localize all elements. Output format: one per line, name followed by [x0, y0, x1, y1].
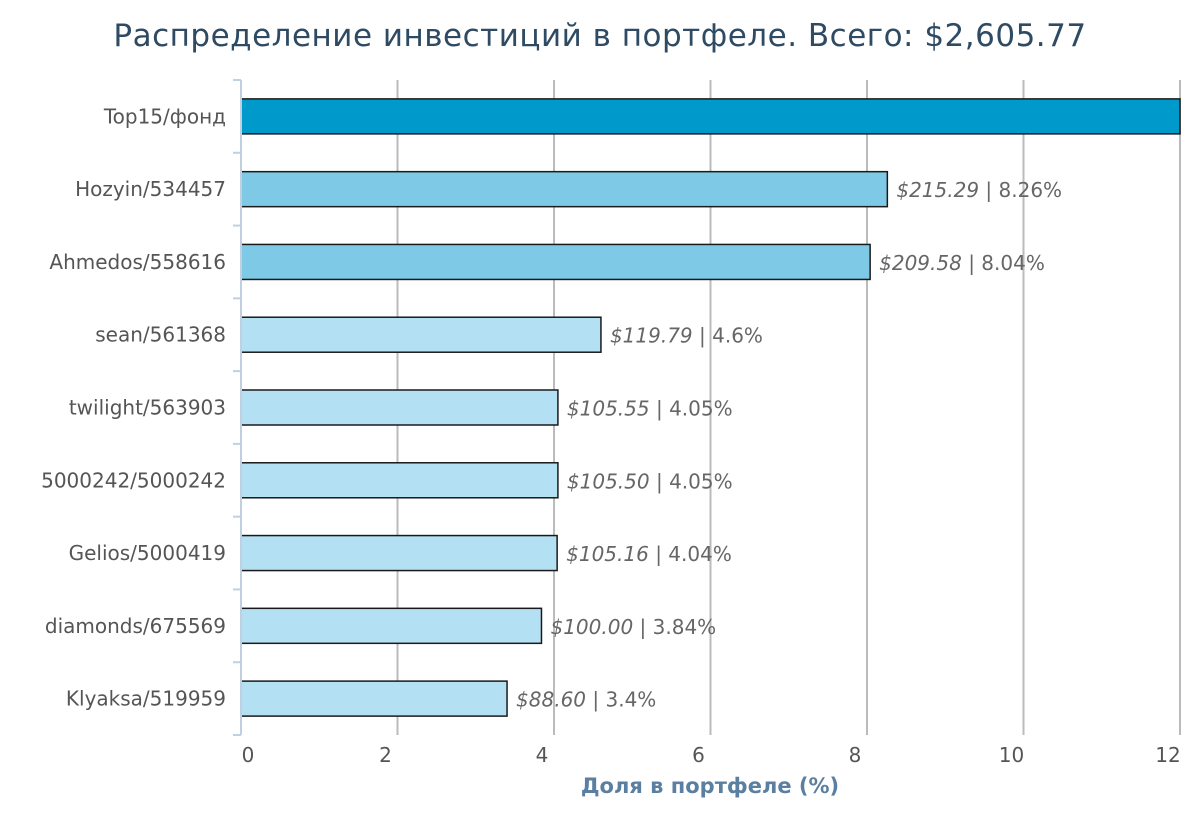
x-tick-label: 2: [379, 743, 392, 767]
bar: [240, 98, 1181, 135]
category-label: 5000242/5000242: [41, 468, 226, 492]
category-label: Gelios/5000419: [69, 541, 226, 565]
category-label: Klyaksa/519959: [66, 687, 226, 711]
bar-value-label: $105.16 | 4.04%: [566, 542, 732, 566]
x-axis-title: Доля в портфеле (%): [581, 774, 839, 798]
bar-value-label: $119.79 | 4.6%: [610, 324, 763, 348]
x-tick-label: 4: [536, 743, 549, 767]
category-label: Hozyin/534457: [75, 177, 226, 201]
bar-value-label: $105.55 | 4.05%: [567, 397, 733, 421]
x-tick-label: 8: [849, 743, 862, 767]
x-tick-label: 12: [1155, 743, 1180, 767]
axes: [233, 79, 242, 736]
bar-value-label: $88.60 | 3.4%: [516, 688, 656, 712]
bar-value-label: $100.00 | 3.84%: [550, 615, 716, 639]
bar: [240, 462, 559, 499]
bar: [240, 607, 543, 645]
bar: [240, 389, 559, 426]
bar-value-label: $105.50 | 4.05%: [567, 469, 733, 493]
bar: [240, 680, 508, 717]
labels: 0 2 4 6 8 10 12 Top15/фонд Hozyin/534457 $215.29 …: [41, 104, 1181, 767]
category-label: diamonds/675569: [45, 614, 226, 638]
bar-value-label: $209.58 | 8.04%: [879, 251, 1045, 275]
category-label: sean/561368: [95, 323, 226, 347]
bar-value-label: $215.29 | 8.26%: [896, 178, 1062, 202]
bar: [240, 243, 871, 281]
category-label: twilight/563903: [69, 396, 226, 420]
chart-title: Распределение инвестиций в портфеле. Все…: [113, 18, 1087, 54]
category-label: Ahmedos/558616: [49, 250, 226, 274]
bar: [240, 534, 558, 572]
bar: [240, 170, 889, 208]
bars: [240, 98, 1181, 717]
bar: [240, 316, 602, 353]
x-tick-label: 6: [692, 743, 705, 767]
x-tick-label: 0: [242, 743, 255, 767]
x-tick-label: 10: [999, 743, 1024, 767]
category-label: Top15/фонд: [103, 104, 226, 128]
